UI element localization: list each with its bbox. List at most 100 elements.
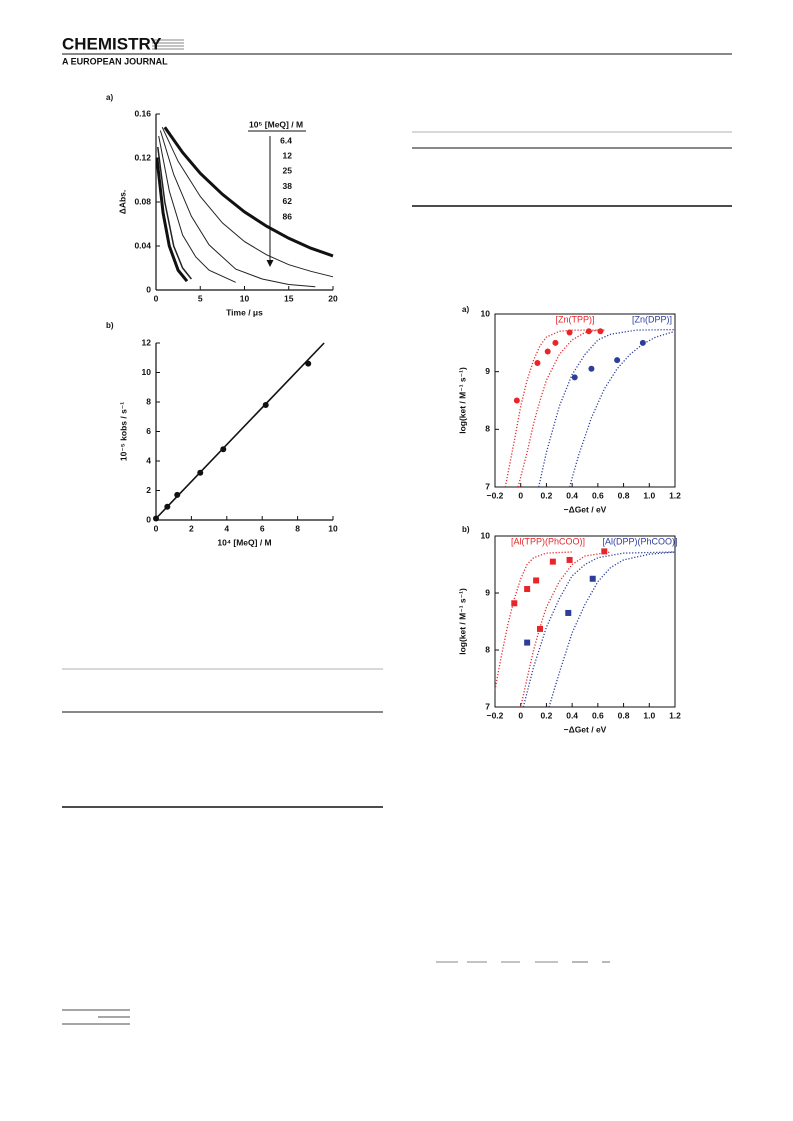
x-tick-label: 0.8 — [618, 710, 630, 720]
y-tick-label: 9 — [485, 366, 490, 376]
fit-curve — [494, 551, 573, 691]
data-point — [597, 328, 604, 335]
x-tick-label: 0 — [154, 523, 159, 533]
decay-curve — [159, 130, 316, 288]
fit-curve — [155, 342, 325, 520]
fit-curve — [504, 329, 598, 488]
fit-curve — [520, 551, 611, 708]
data-point — [552, 339, 559, 346]
data-point — [220, 446, 227, 453]
data-point — [534, 360, 541, 367]
decay-curve — [163, 126, 334, 258]
y-tick-label: 0.16 — [134, 108, 151, 118]
data-point — [197, 469, 204, 476]
x-axis-label: −ΔGet / eV — [564, 504, 607, 514]
legend-entry: 62 — [283, 196, 293, 206]
x-tick-label: −0.2 — [487, 710, 504, 720]
y-tick-label: 0.08 — [134, 196, 151, 206]
data-point — [549, 558, 556, 565]
legend-title: 10⁵ [MeQ] / M — [249, 119, 303, 129]
legend-entry: 12 — [283, 150, 293, 160]
data-point — [524, 586, 531, 593]
x-tick-label: 1.2 — [669, 490, 681, 500]
y-tick-label: 12 — [142, 337, 152, 347]
x-tick-label: 0.4 — [566, 710, 578, 720]
y-tick-label: 9 — [485, 587, 490, 597]
journal-title: CHEMISTRY — [62, 34, 162, 53]
data-point — [585, 328, 592, 335]
x-axis-label: Time / μs — [226, 307, 263, 317]
data-point — [174, 491, 181, 498]
data-point — [524, 639, 531, 646]
data-point — [262, 401, 269, 408]
y-tick-label: 10 — [481, 530, 491, 540]
data-point — [639, 339, 646, 346]
y-tick-label: 4 — [146, 455, 151, 465]
y-tick-label: 0.12 — [134, 152, 151, 162]
data-point — [537, 625, 543, 632]
panel-label: a) — [462, 305, 469, 314]
data-point — [566, 556, 573, 563]
y-axis-label: ΔAbs. — [117, 190, 127, 215]
journal-subtitle: A EUROPEAN JOURNAL — [62, 56, 168, 66]
legend-arrow-head — [266, 260, 274, 267]
table-rules — [62, 131, 732, 1025]
y-axis-label: log(ket / M⁻¹ s⁻¹) — [457, 367, 467, 434]
data-point — [164, 503, 171, 510]
series-label: [Al(TPP)(PhCOO)] — [511, 536, 585, 546]
y-tick-label: 8 — [485, 644, 490, 654]
y-axis-label: log(ket / M⁻¹ s⁻¹) — [457, 588, 467, 655]
fit-curve — [538, 328, 676, 488]
data-point — [544, 348, 551, 355]
fit-curve — [548, 551, 676, 708]
data-point — [511, 600, 518, 607]
y-tick-label: 7 — [485, 481, 490, 491]
x-tick-label: 0.4 — [566, 490, 578, 500]
data-point — [565, 609, 572, 616]
y-tick-label: 8 — [485, 424, 490, 434]
data-point — [513, 397, 520, 404]
y-tick-label: 7 — [485, 701, 490, 711]
x-tick-label: 0.2 — [541, 710, 553, 720]
x-tick-label: 1.2 — [669, 710, 681, 720]
x-tick-label: 0.2 — [541, 490, 553, 500]
plot-frame — [494, 535, 676, 708]
x-axis-label: 10⁴ [MeQ] / M — [217, 537, 271, 547]
legend-entry: 25 — [283, 166, 293, 176]
decay-curve — [158, 135, 236, 283]
data-point — [533, 577, 540, 584]
data-point — [588, 365, 595, 372]
x-tick-label: 0 — [518, 490, 523, 500]
series-label: [Zn(DPP)] — [632, 314, 672, 324]
legend-entry: 86 — [283, 211, 293, 221]
x-tick-label: 8 — [295, 523, 300, 533]
y-tick-label: 2 — [146, 485, 151, 495]
y-tick-label: 10 — [481, 308, 491, 318]
legend-entry: 6.4 — [280, 135, 292, 145]
panel-label: a) — [106, 93, 113, 102]
data-point — [305, 360, 312, 367]
y-tick-label: 0 — [146, 514, 151, 524]
x-tick-label: 10 — [240, 293, 250, 303]
data-point — [589, 575, 596, 582]
y-tick-label: 8 — [146, 396, 151, 406]
x-tick-label: 6 — [260, 523, 265, 533]
x-tick-label: 0 — [518, 710, 523, 720]
legend-entry: 38 — [283, 181, 293, 191]
series-label: [Al(DPP)(PhCOO)] — [602, 536, 677, 546]
decay-curve — [157, 146, 192, 280]
x-tick-label: 5 — [198, 293, 203, 303]
panel-label: b) — [106, 321, 114, 330]
decay-curve — [155, 157, 189, 283]
x-tick-label: 20 — [328, 293, 338, 303]
plot-frame — [494, 313, 676, 488]
panel-label: b) — [462, 525, 470, 534]
y-tick-label: 6 — [146, 426, 151, 436]
y-tick-label: 0 — [146, 284, 151, 294]
fit-curve — [522, 551, 676, 708]
decay-curve — [161, 126, 334, 278]
x-tick-label: 0.6 — [592, 710, 604, 720]
y-axis-label: 10⁻⁵ kobs / s⁻¹ — [118, 402, 128, 461]
